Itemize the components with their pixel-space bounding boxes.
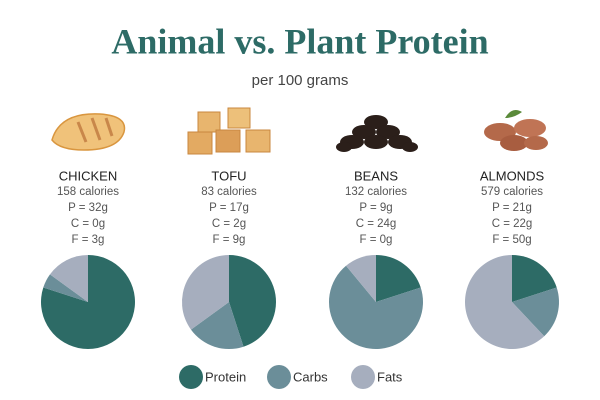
food-detail: P = 17g [209, 202, 249, 214]
food-detail: 158 calories [57, 186, 119, 198]
legend-swatch [351, 365, 375, 389]
pie-slice [43, 274, 88, 302]
food-detail: P = 21g [492, 202, 532, 214]
legend-label: Protein [205, 369, 246, 384]
pie-slice [512, 255, 557, 302]
pie-slice [49, 255, 88, 302]
food-detail: F = 50g [492, 234, 531, 246]
food-detail: C = 0g [71, 218, 105, 230]
food-detail: 83 calories [201, 186, 257, 198]
pie-slice [190, 302, 244, 349]
subtitle: per 100 grams [252, 72, 349, 89]
pie-slice [376, 255, 421, 302]
food-name: ALMONDS [480, 168, 545, 183]
pie-slice [464, 255, 545, 349]
pie-slice [40, 255, 135, 349]
food-detail: F = 9g [213, 234, 246, 246]
pie-slice [181, 255, 229, 330]
pie-slice [229, 255, 276, 347]
legend-swatch [179, 365, 203, 389]
food-detail: P = 32g [68, 202, 108, 214]
beans-icon [336, 115, 418, 152]
food-detail: F = 3g [72, 234, 105, 246]
food-detail: C = 22g [492, 218, 533, 230]
legend-swatch [267, 365, 291, 389]
food-detail: F = 0g [360, 234, 393, 246]
legend-label: Carbs [293, 369, 328, 384]
pie-slice [329, 265, 423, 350]
legend-label: Fats [377, 369, 403, 384]
pie-slice [512, 287, 559, 337]
pie-slice [346, 255, 376, 302]
food-detail: 579 calories [481, 186, 543, 198]
food-detail: 132 calories [345, 186, 407, 198]
tofu-icon [187, 107, 271, 155]
food-detail: C = 2g [212, 218, 246, 230]
food-name: TOFU [211, 168, 246, 183]
almonds-icon [484, 110, 548, 151]
food-name: BEANS [354, 168, 398, 183]
chicken-icon [51, 113, 126, 151]
food-detail: P = 9g [359, 202, 392, 214]
title: Animal vs. Plant Protein [111, 21, 488, 61]
food-detail: C = 24g [356, 218, 397, 230]
food-name: CHICKEN [59, 168, 118, 183]
